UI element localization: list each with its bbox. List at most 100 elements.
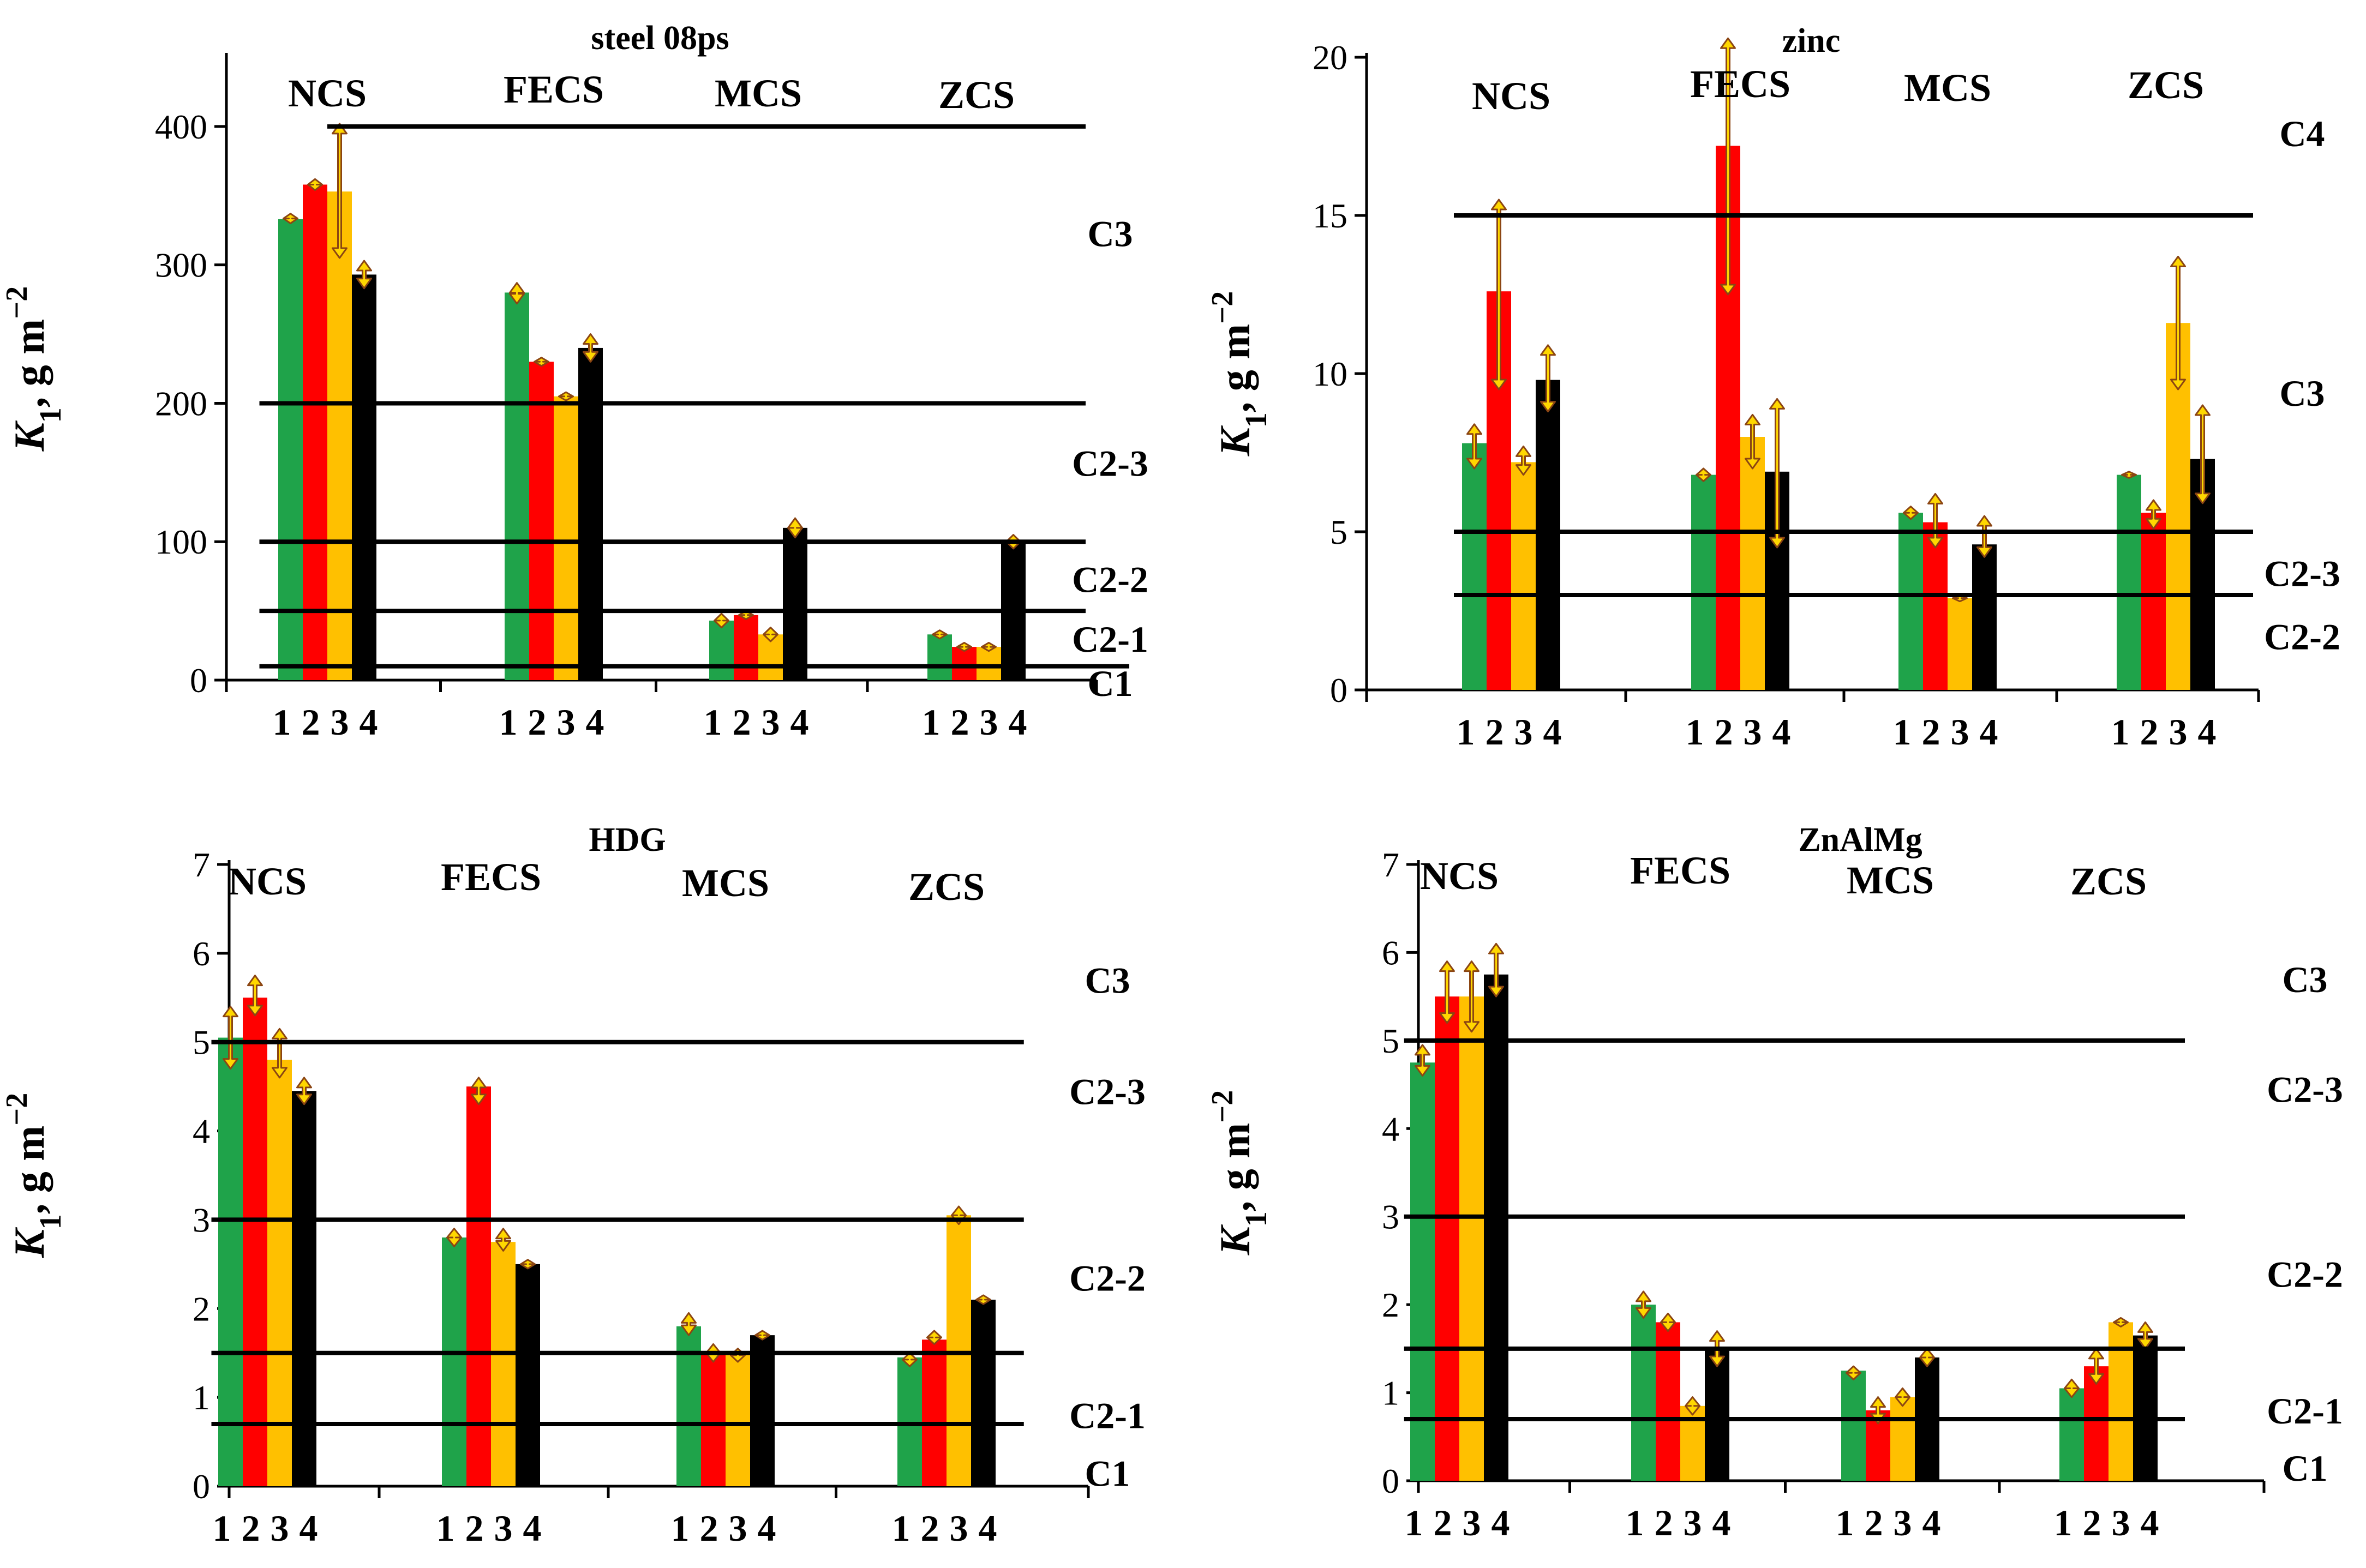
x-tick-label: 2 [733,701,751,743]
y-axis-label: K1, g m−2 [1206,1090,1273,1255]
error-range-arrow [223,1006,238,1070]
error-range-arrow [471,1077,487,1106]
x-tick-label: 2 [2140,711,2159,753]
x-tick-label: 4 [1492,1502,1510,1543]
error-range-arrow [1846,1365,1861,1380]
class-label: C2-3 [1072,443,1148,484]
y-tick-label: 3 [193,1200,210,1239]
group-label-zcs: ZCS [2070,860,2147,903]
error-range-arrow [247,975,263,1017]
group-label-zcs: ZCS [2128,63,2204,107]
x-tick-label: 1 [2054,1502,2073,1543]
class-label: C1 [1087,663,1133,704]
chart-title: ZnAlMg [1798,821,1922,858]
y-tick-label: 300 [155,246,207,285]
x-tick-label: 2 [302,701,320,743]
group-label-fecs: FECS [1630,849,1730,892]
error-range-arrow [283,213,298,225]
x-tick-label: 3 [980,701,998,743]
x-tick-label: 4 [1543,711,1562,753]
error-range-arrow [1895,1387,1910,1407]
chart-panel-2: zinc K1, g m−2 0 5 10 15 20 C4 C3 C2-3 C2-2 NCS FECS… [1206,22,2340,753]
bar-fecs-3 [1740,437,1765,690]
error-range-arrow [1919,1348,1935,1367]
error-range-arrow [730,1348,746,1363]
class-label: C2-2 [1072,559,1148,600]
y-tick-label: 0 [193,1467,210,1506]
bar-zcs-3 [977,647,1001,680]
y-tick-label: 4 [1382,1109,1399,1148]
x-tick-label: 3 [2112,1502,2130,1543]
bar-ncs-3 [1459,996,1484,1481]
bar-zcs-1 [2117,474,2141,690]
error-range-arrow [1903,506,1919,520]
x-tick-label: 4 [1712,1502,1731,1543]
error-range-arrow [1439,960,1455,1024]
x-tick-label: 3 [331,701,349,743]
x-tick-label: 1 [499,701,518,743]
x-tick-label: 3 [1951,711,1969,753]
error-range-arrow [2146,499,2161,530]
error-range-arrow [754,1330,770,1341]
class-label: C2-1 [2267,1390,2343,1432]
error-range-arrow [1636,1290,1651,1319]
x-tick-label: 4 [2198,711,2217,753]
x-tick-label: 2 [1922,711,1940,753]
y-tick-label: 3 [1382,1198,1399,1236]
x-tick-label: 4 [790,701,809,743]
group-label-ncs: NCS [288,71,367,115]
bar-ncs-3 [1511,462,1536,690]
x-tick-label: 2 [1715,711,1733,753]
x-tick-label: 3 [1744,711,1762,753]
x-tick-label: 2 [1655,1502,1673,1543]
error-range-arrow [1745,413,1760,470]
bar-fecs-1 [442,1237,466,1486]
error-range-arrow [1491,199,1507,391]
bar-zcs-2 [2084,1366,2109,1481]
x-tick-label: 3 [2169,711,2188,753]
group-label-zcs: ZCS [908,865,985,909]
y-tick-label: 1 [1382,1374,1399,1413]
x-tick-label: 2 [1865,1502,1883,1543]
bar-mcs-2 [701,1353,726,1486]
class-label: C2-2 [2264,616,2340,657]
error-range-arrow [1660,1312,1676,1332]
y-axis-label: K1, g m−2 [1206,291,1273,456]
y-tick-label: 10 [1313,355,1347,393]
bar-zcs-4 [2133,1335,2158,1481]
x-tick-label: 4 [758,1507,776,1549]
chart-title: zinc [1782,22,1841,59]
x-tick-label: 3 [1894,1502,1912,1543]
class-label: C4 [2279,113,2325,154]
bar-zcs-1 [2059,1388,2084,1481]
x-tick-label: 3 [1514,711,1533,753]
class-label: C3 [1087,213,1133,254]
bar-mcs-4 [1972,544,1997,690]
error-range-arrow [681,1312,697,1336]
class-label: C3 [2279,373,2325,414]
bar-ncs-1 [1462,443,1487,690]
x-tick-label: 1 [1686,711,1704,753]
x-tick-label: 1 [892,1507,911,1549]
error-range-arrow [520,1259,536,1270]
bar-ncs-4 [352,274,376,680]
error-range-arrow [509,282,525,305]
y-tick-label: 7 [1382,845,1399,884]
error-range-arrow [2170,255,2186,391]
y-tick-label: 400 [155,107,207,146]
group-label-ncs: NCS [1472,74,1550,118]
group-label-fecs: FECS [1690,62,1790,106]
bar-zcs-3 [947,1215,971,1486]
bar-fecs-4 [516,1264,540,1486]
bar-zcs-4 [971,1300,996,1486]
error-range-arrow [2121,471,2137,479]
bar-mcs-3 [726,1353,750,1486]
bar-mcs-3 [1948,598,1972,690]
y-tick-label: 1 [193,1378,210,1417]
x-tick-label: 1 [1836,1502,1854,1543]
group-label-ncs: NCS [228,860,307,903]
y-tick-label: 6 [193,934,210,973]
error-range-arrow [583,333,598,363]
x-tick-label: 1 [2111,711,2130,753]
